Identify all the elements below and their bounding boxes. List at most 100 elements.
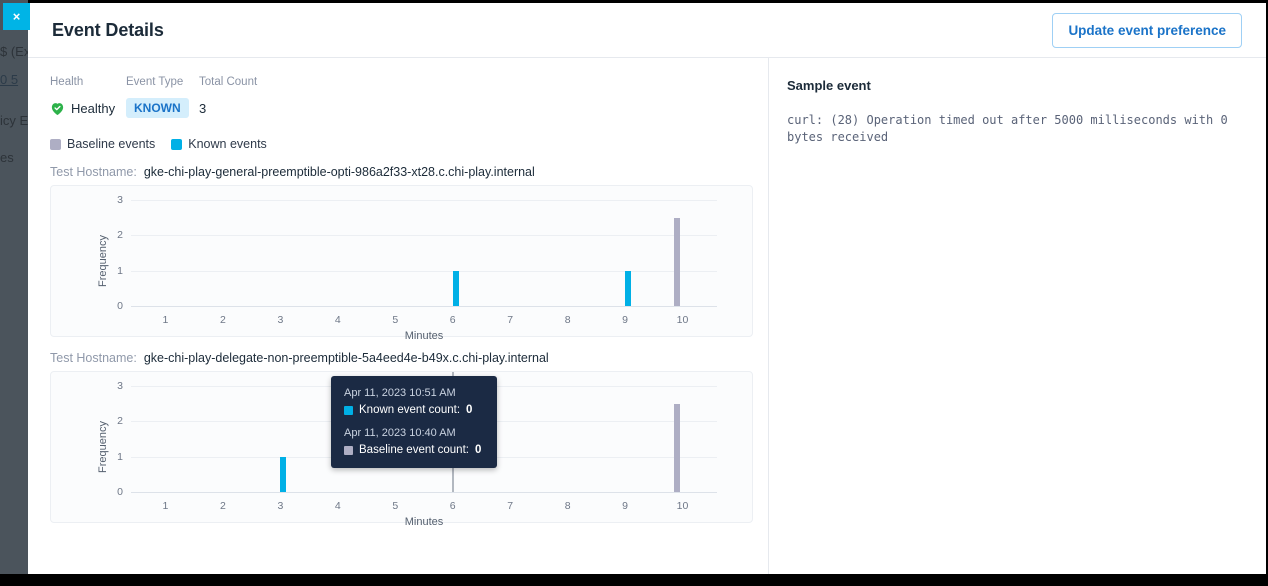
hostname-label: Test Hostname: bbox=[50, 351, 137, 365]
right-pane: Sample event curl: (28) Operation timed … bbox=[769, 58, 1266, 574]
gridline bbox=[131, 492, 717, 493]
background-text-fragment: 0 5 bbox=[0, 72, 19, 87]
tooltip-swatch-icon bbox=[344, 405, 353, 415]
meta-event-type: Event Type KNOWN bbox=[126, 76, 199, 119]
tooltip-timestamp: Apr 11, 2023 10:51 AM bbox=[344, 387, 456, 399]
y-axis-title: Frequency bbox=[96, 421, 109, 473]
gridline bbox=[131, 200, 717, 201]
x-axis-tick-label: 6 bbox=[449, 314, 456, 326]
chart-bar[interactable] bbox=[452, 270, 459, 306]
x-axis-tick-label: 3 bbox=[277, 314, 284, 326]
update-event-preference-button[interactable]: Update event preference bbox=[1052, 12, 1242, 48]
chart-bar[interactable] bbox=[673, 217, 680, 306]
tooltip-row: Known event count: 0 bbox=[344, 404, 484, 416]
x-axis-tick-label: 1 bbox=[162, 500, 169, 512]
x-axis-title: Minutes bbox=[404, 330, 444, 342]
status-badge: KNOWN bbox=[126, 98, 189, 118]
y-axis-tick-label: 2 bbox=[117, 229, 123, 242]
x-axis-tick-label: 2 bbox=[219, 500, 226, 512]
x-axis-tick-label: 8 bbox=[564, 314, 571, 326]
x-axis-tick-label: 8 bbox=[564, 500, 571, 512]
gridline bbox=[131, 270, 717, 272]
y-axis-tick-label: 3 bbox=[117, 379, 123, 392]
health-heart-icon bbox=[50, 101, 65, 116]
event-type-label: Event Type bbox=[126, 76, 184, 88]
chart-bar[interactable] bbox=[624, 270, 631, 306]
chart-bar[interactable] bbox=[280, 456, 287, 492]
tooltip-group: Apr 11, 2023 10:40 AM Baseline event coun… bbox=[344, 427, 484, 456]
health-value-wrap: Healthy bbox=[50, 97, 126, 119]
tooltip-label: Baseline event count: bbox=[359, 444, 469, 456]
tooltip-swatch-icon bbox=[344, 445, 353, 455]
left-pane: Health Healthy Event Typ bbox=[28, 58, 768, 574]
modal-body: Health Healthy Event Typ bbox=[28, 58, 1266, 574]
x-axis-tick-label: 9 bbox=[622, 314, 628, 326]
gridline bbox=[131, 235, 717, 237]
sample-event-body: curl: (28) Operation timed out after 500… bbox=[787, 113, 1228, 145]
pane-divider bbox=[768, 58, 769, 574]
tooltip-row: Baseline event count: 0 bbox=[344, 444, 484, 456]
plot-area: 0 1 2 3 1 2 3 4 5 6 7 8 9 10 bbox=[117, 195, 717, 325]
hostname-value: gke-chi-play-general-preemptible-opti-98… bbox=[143, 165, 535, 179]
x-axis-tick-label: 9 bbox=[622, 500, 628, 512]
x-axis-tick-label: 5 bbox=[392, 314, 399, 326]
y-axis-tick-label: 1 bbox=[117, 264, 123, 277]
x-axis-tick-label: 3 bbox=[277, 500, 284, 512]
page-title: Event Details bbox=[52, 19, 164, 40]
hostname-row-1: Test Hostname: gke-chi-play-general-pree… bbox=[50, 165, 746, 179]
background-page-strip: $ (Ex 0 5 icy E es bbox=[0, 0, 28, 574]
background-text-fragment: icy E bbox=[0, 113, 28, 128]
y-axis-title: Frequency bbox=[96, 235, 109, 287]
legend-item[interactable]: Baseline events bbox=[50, 137, 155, 151]
frequency-chart-2[interactable]: 0 1 2 3 1 2 3 4 5 6 7 8 9 10 Frequency Minutes Apr 11, 2… bbox=[50, 371, 753, 528]
meta-total-count: Total Count 3 bbox=[199, 76, 257, 119]
tooltip-label: Known event count: bbox=[359, 404, 461, 416]
hostname-value: gke-chi-play-delegate-non-preemptible-5a… bbox=[143, 351, 549, 365]
x-axis-tick-label: 5 bbox=[392, 500, 399, 512]
x-axis-tick-label: 10 bbox=[676, 314, 689, 326]
close-icon[interactable]: × bbox=[3, 3, 30, 30]
sample-event-title: Sample event bbox=[787, 78, 871, 93]
meta-row: Health Healthy Event Typ bbox=[50, 76, 746, 119]
event-type-value-wrap: KNOWN bbox=[126, 97, 199, 119]
x-axis-tick-label: 7 bbox=[507, 314, 514, 326]
legend-item[interactable]: Known events bbox=[171, 137, 267, 151]
x-axis-title: Minutes bbox=[404, 516, 444, 528]
modal-header: Event Details Update event preference bbox=[28, 3, 1266, 58]
x-axis-tick-label: 6 bbox=[449, 500, 456, 512]
background-text-fragment: $ (Ex bbox=[0, 44, 28, 59]
hostname-label: Test Hostname: bbox=[50, 165, 137, 179]
chart-bar[interactable] bbox=[673, 403, 680, 492]
legend-label: Known events bbox=[188, 137, 267, 151]
legend-swatch-icon bbox=[171, 138, 183, 150]
gridline bbox=[131, 306, 717, 307]
health-status-text: Healthy bbox=[71, 100, 116, 116]
x-axis-tick-label: 10 bbox=[676, 500, 689, 512]
background-text-fragment: es bbox=[0, 150, 14, 165]
legend-swatch-icon bbox=[50, 138, 61, 150]
chart-legend: Baseline events Known events bbox=[50, 137, 746, 151]
frequency-chart-1[interactable]: 0 1 2 3 1 2 3 4 5 6 7 8 9 10 Frequency Minutes bbox=[50, 185, 753, 342]
hostname-row-2: Test Hostname: gke-chi-play-delegate-non… bbox=[50, 351, 746, 365]
total-count-label: Total Count bbox=[199, 76, 258, 88]
x-axis-tick-label: 4 bbox=[334, 500, 341, 512]
x-axis-tick-label: 4 bbox=[334, 314, 341, 326]
x-axis-tick-label: 1 bbox=[162, 314, 169, 326]
tooltip-group: Apr 11, 2023 10:51 AM Known event count: 0 bbox=[344, 387, 484, 416]
total-count-value: 3 bbox=[199, 100, 207, 116]
chart-tooltip: Apr 11, 2023 10:51 AM Known event count: 0… bbox=[331, 376, 497, 468]
y-axis-tick-label: 1 bbox=[117, 450, 123, 463]
x-axis-tick-label: 7 bbox=[507, 500, 514, 512]
x-axis-tick-label: 2 bbox=[219, 314, 226, 326]
event-details-modal: Event Details Update event preference He… bbox=[28, 3, 1266, 574]
health-label: Health bbox=[50, 76, 84, 88]
legend-label: Baseline events bbox=[67, 137, 156, 151]
tooltip-value: 0 bbox=[466, 404, 473, 416]
y-axis-tick-label: 2 bbox=[117, 415, 123, 428]
y-axis-tick-label: 0 bbox=[117, 485, 123, 498]
y-axis-tick-label: 3 bbox=[117, 193, 123, 206]
meta-health: Health Healthy bbox=[50, 76, 126, 119]
tooltip-value: 0 bbox=[474, 444, 482, 456]
tooltip-timestamp: Apr 11, 2023 10:40 AM bbox=[344, 427, 456, 439]
